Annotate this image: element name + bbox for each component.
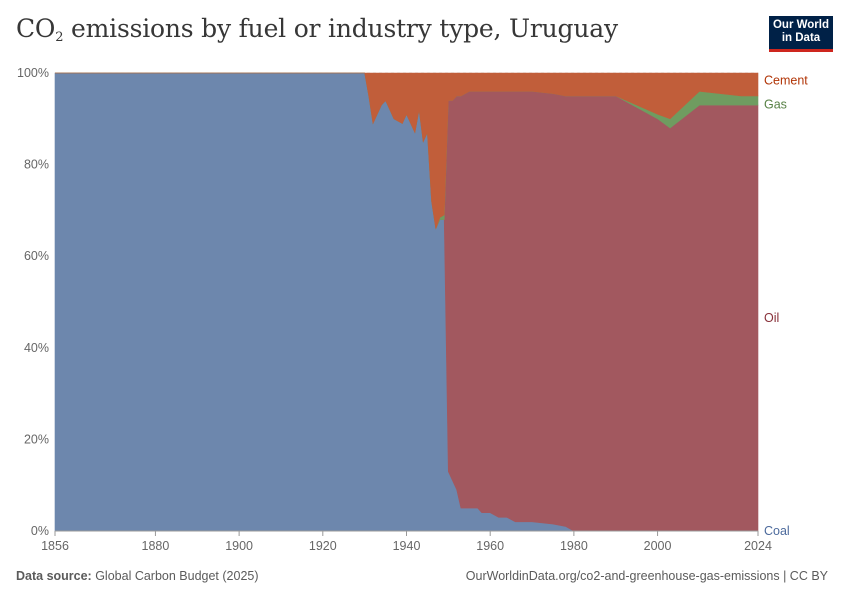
x-tick-label-2000: 2000	[644, 539, 672, 553]
y-tick-label-20: 20%	[24, 432, 49, 446]
x-tick-label-1940: 1940	[393, 539, 421, 553]
title-main: CO	[16, 14, 56, 43]
chart-title: CO2 emissions by fuel or industry type, …	[16, 14, 618, 45]
y-tick-label-100: 100%	[17, 66, 49, 80]
legend-label-gas: Gas	[764, 97, 787, 111]
x-tick-label-1856: 1856	[41, 539, 69, 553]
source-url[interactable]: OurWorldinData.org/co2-and-greenhouse-ga…	[465, 569, 828, 583]
x-tick-label-1900: 1900	[225, 539, 253, 553]
data-source: Data source: Global Carbon Budget (2025)	[16, 569, 259, 583]
area-cement	[55, 72, 759, 229]
legend-label-coal: Coal	[764, 524, 790, 538]
y-tick-label-80: 80%	[24, 158, 49, 172]
logo-line-1: Our World	[772, 19, 829, 31]
y-tick-label-40: 40%	[24, 341, 49, 355]
legend-label-cement: Cement	[764, 73, 808, 87]
y-tick-label-60: 60%	[24, 249, 49, 263]
title-subscript: 2	[55, 30, 64, 45]
y-tick-label-0: 0%	[31, 524, 49, 538]
x-tick-label-2024: 2024	[744, 539, 772, 553]
x-tick-label-1980: 1980	[560, 539, 588, 553]
stacked-area-chart: 0% 20% 40% 60% 80% 100% 1856 1880 1900 1920 1940 19…	[17, 66, 808, 553]
logo-line-2: in Data	[781, 32, 821, 44]
x-tick-label-1960: 1960	[476, 539, 504, 553]
legend-label-oil: Oil	[764, 311, 779, 325]
data-source-label: Data source:	[16, 569, 92, 583]
x-tick-label-1920: 1920	[309, 539, 337, 553]
owid-logo[interactable]: Our World in Data	[769, 16, 833, 52]
x-tick-label-1880: 1880	[142, 539, 170, 553]
title-rest: emissions by fuel or industry type, Urug…	[63, 14, 618, 43]
data-source-value: Global Carbon Budget (2025)	[91, 569, 259, 583]
